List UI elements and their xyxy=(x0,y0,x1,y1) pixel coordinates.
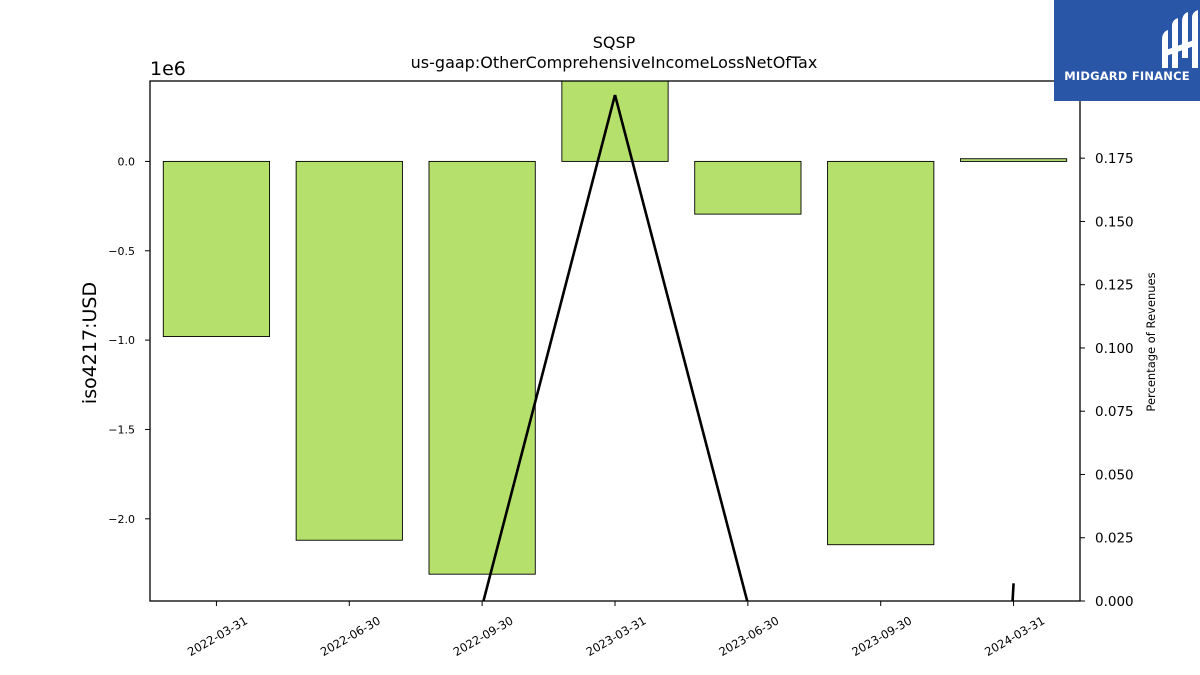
line-segment-3 xyxy=(613,94,749,601)
y2-tick-label: 0.175 xyxy=(1095,151,1134,167)
x-tick-label: 2023-09-30 xyxy=(849,613,914,659)
x-axis-ticks: 2022-03-31 2022-06-30 2022-09-30 2023-03-31… xyxy=(185,601,1047,659)
x-tick-label: 2023-06-30 xyxy=(716,613,781,659)
y2-tick-label: 0.050 xyxy=(1095,467,1134,483)
y2-tick-label: 0.125 xyxy=(1095,278,1134,294)
midgard-finance-logo: MIDGARD FINANCE xyxy=(1054,0,1200,101)
chart-title: SQSP xyxy=(593,33,636,52)
y-axis-label: iso4217:USD xyxy=(79,282,101,404)
x-tick-label: 2023-03-31 xyxy=(584,613,649,659)
bar-2022-03-31 xyxy=(162,160,271,337)
bar-2023-09-30 xyxy=(827,160,935,546)
x-tick-label: 2022-03-31 xyxy=(185,613,250,659)
logo-mark-icon xyxy=(1162,10,1198,68)
bar-2023-03-31 xyxy=(561,81,669,162)
line-layer xyxy=(482,94,1015,601)
bar-2023-06-30 xyxy=(694,160,802,215)
line-segment-2 xyxy=(482,94,617,601)
y-tick-label: 0.0 xyxy=(118,155,136,168)
y2-axis-label: Percentage of Revenues xyxy=(1144,272,1158,411)
right-axis-ticks: 0.000 0.025 0.050 0.075 0.100 0.125 0.150 0.175… xyxy=(1080,88,1134,610)
y2-tick-label: 0.150 xyxy=(1095,214,1134,230)
line-point-2024-03-31 xyxy=(1011,583,1015,601)
y2-tick-label: 0.025 xyxy=(1095,531,1134,547)
y2-tick-label: 0.000 xyxy=(1095,594,1134,610)
logo-text: MIDGARD FINANCE xyxy=(1064,69,1190,83)
y2-tick-label: 0.100 xyxy=(1095,341,1134,357)
y-tick-label: −0.5 xyxy=(108,245,135,258)
bar-2022-06-30 xyxy=(295,160,403,541)
bar-2024-03-31 xyxy=(959,158,1068,162)
x-tick-label: 2024-03-31 xyxy=(982,613,1047,659)
y-tick-label: −1.5 xyxy=(108,423,135,436)
chart-subtitle: us-gaap:OtherComprehensiveIncomeLossNetO… xyxy=(411,53,818,72)
y-tick-label: −1.0 xyxy=(108,334,135,347)
x-tick-label: 2022-09-30 xyxy=(451,613,516,659)
bars-layer xyxy=(162,81,1068,575)
bar-2022-09-30 xyxy=(428,160,536,575)
y-tick-label: −2.0 xyxy=(108,513,135,526)
y-offset-label: 1e6 xyxy=(150,58,186,80)
y2-tick-label: 0.075 xyxy=(1095,404,1134,420)
left-axis-ticks: 0.0 −0.5 −1.0 −1.5 −2.0 xyxy=(108,155,150,526)
x-tick-label: 2022-06-30 xyxy=(318,613,383,659)
